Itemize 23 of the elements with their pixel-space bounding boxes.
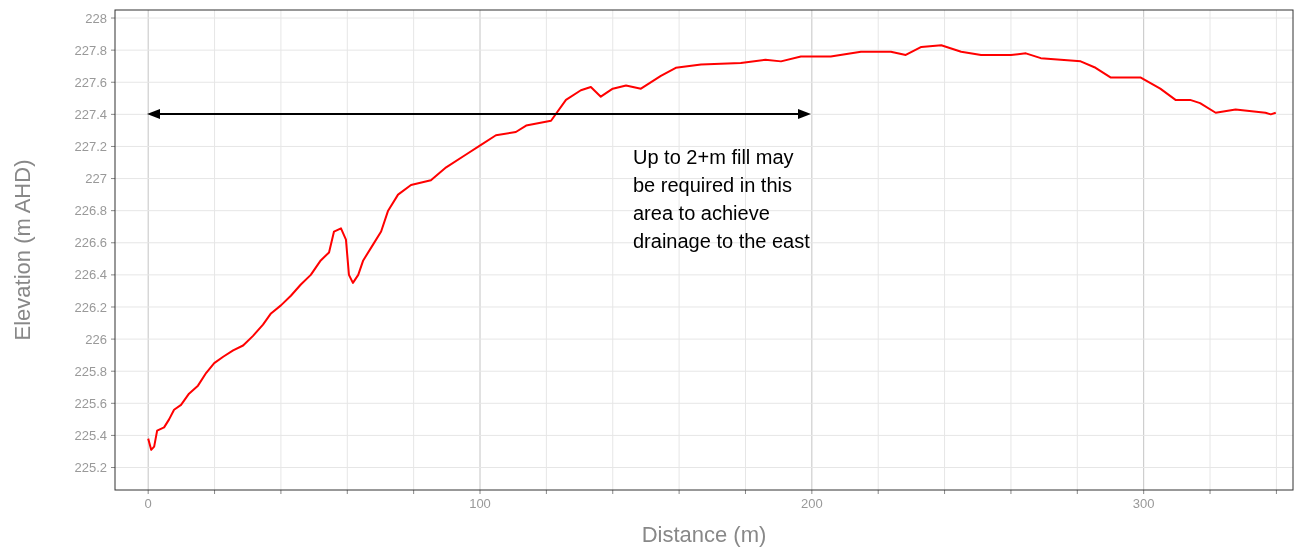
x-tick-label: 0 [144,496,152,511]
annotation: Up to 2+m fill may be required in this area to achieve drainage to the east [633,146,811,252]
y-tick-label: 225.4 [74,427,107,443]
y-axis-title: Elevation (m AHD) [10,159,35,341]
y-tick-label: 228 [85,10,107,26]
y-tick-label: 227.6 [74,74,107,90]
y-tick-label: 227 [85,171,107,187]
y-tick-label: 226.4 [74,267,107,283]
y-tick-label: 226.8 [74,203,107,219]
x-tick-label: 200 [800,496,823,511]
x-axis-title: Distance (m) [641,522,767,547]
line-series [147,44,1277,451]
y-tick-label: 227.2 [74,139,107,154]
y-tick-label: 227.8 [74,42,107,58]
x-tick-label: 100 [469,496,491,511]
y-tick-label: 226 [85,331,107,347]
y-tick-label: 225.8 [74,363,107,379]
y-tick-label: 227.4 [74,106,107,122]
y-tick-label: 225.2 [74,460,107,476]
x-tick-label: 300 [1132,496,1155,511]
y-tick-label: 225.6 [74,395,107,411]
y-tick-label: 226.2 [74,299,107,315]
y-tick-label: 226.6 [74,235,107,251]
